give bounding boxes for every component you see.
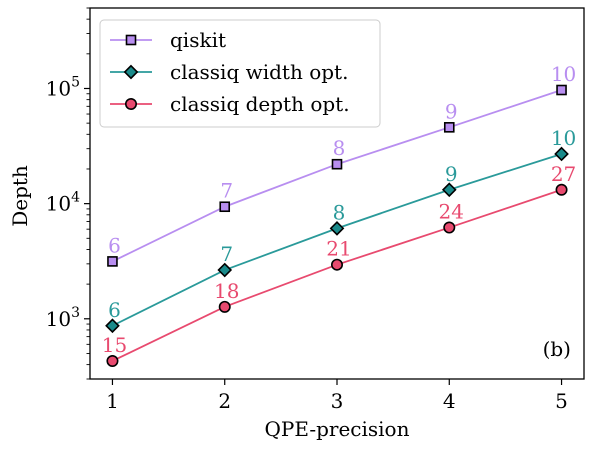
data-point xyxy=(218,300,231,313)
data-point xyxy=(329,221,345,236)
data-point xyxy=(219,201,231,213)
data-label: 6 xyxy=(108,233,121,257)
data-label: 21 xyxy=(326,237,351,261)
x-tick-label: 5 xyxy=(555,389,568,413)
data-label: 9 xyxy=(445,99,458,123)
x-axis-label: QPE-precision xyxy=(265,417,410,441)
data-point xyxy=(556,84,567,96)
data-point xyxy=(330,258,343,271)
data-point xyxy=(107,256,118,267)
data-point xyxy=(106,354,119,367)
data-point xyxy=(554,146,569,162)
x-tick-label: 2 xyxy=(218,389,231,413)
x-tick-label: 3 xyxy=(331,389,344,413)
data-point xyxy=(217,262,233,278)
legend-marker xyxy=(125,34,137,46)
data-label: 18 xyxy=(214,279,239,303)
data-label: 7 xyxy=(220,179,233,203)
y-axis-label: Depth xyxy=(8,165,32,227)
data-label: 27 xyxy=(551,162,576,186)
data-labels-layer: 6 7 8 9 10 6 7 8 9 10 15 18 21 24 27 xyxy=(102,62,577,357)
data-point xyxy=(443,221,456,234)
data-label: 8 xyxy=(333,136,346,160)
data-label: 8 xyxy=(333,200,346,224)
data-label: 24 xyxy=(439,200,464,224)
legend-label: classiq width opt. xyxy=(170,60,348,84)
data-point xyxy=(331,158,343,170)
legend-marker xyxy=(123,64,139,80)
legend-box xyxy=(99,19,381,128)
data-point xyxy=(443,122,455,133)
data-point xyxy=(105,318,120,334)
legend-label: classiq depth opt. xyxy=(170,92,350,116)
x-tick-label: 1 xyxy=(106,389,119,413)
data-label: 15 xyxy=(102,333,127,357)
data-label: 9 xyxy=(445,162,458,186)
data-label: 10 xyxy=(551,62,576,86)
y-tick-label: 105 xyxy=(46,74,80,100)
data-label: 6 xyxy=(108,298,121,322)
legend: qiskit classiq width opt. classiq depth op… xyxy=(99,19,381,128)
data-point xyxy=(441,182,457,198)
series-layer xyxy=(105,84,569,367)
ticks-layer: 1 2 3 4 5 103 104 105 xyxy=(46,7,568,413)
x-tick-label: 4 xyxy=(443,389,456,413)
panel-label: (b) xyxy=(543,337,571,361)
data-label: 10 xyxy=(551,126,576,150)
data-point xyxy=(555,183,568,196)
y-tick-label: 104 xyxy=(46,190,80,216)
data-label: 7 xyxy=(220,242,233,266)
y-tick-label: 103 xyxy=(46,305,80,331)
legend-marker xyxy=(125,98,138,111)
legend-label: qiskit xyxy=(170,28,226,52)
